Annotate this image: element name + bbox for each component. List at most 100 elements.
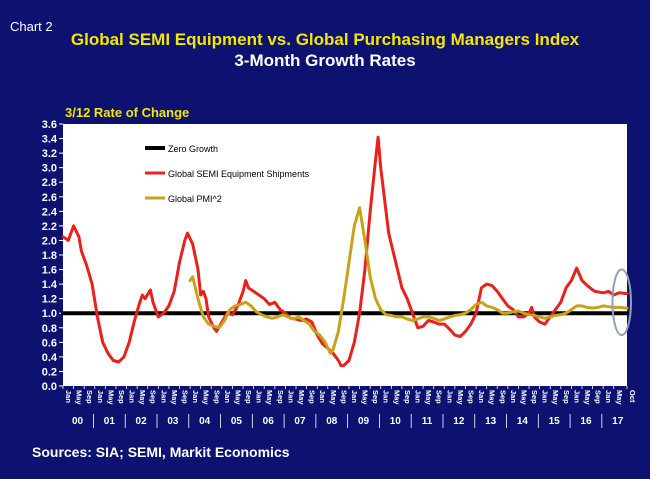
y-tick-label: 3.4 — [42, 134, 58, 146]
x-tick-label: May — [170, 390, 179, 405]
x-tick-label: May — [202, 390, 211, 405]
legend-label-zero: Zero Growth — [168, 144, 218, 154]
x-tick-label: Jan — [128, 390, 137, 403]
y-tick-label: 1.2 — [42, 294, 57, 306]
x-year-label: 12 — [453, 416, 465, 427]
chart-label: Chart 2 — [10, 19, 53, 34]
x-tick-label: May — [75, 390, 84, 405]
x-year-label: 17 — [612, 416, 624, 427]
y-tick-label: 2.0 — [42, 235, 57, 247]
y-tick-label: 1.0 — [42, 308, 57, 320]
x-tick-label: Jan — [509, 390, 518, 403]
y-tick-label: 0.2 — [42, 366, 57, 378]
x-tick-label: Sep — [85, 390, 94, 404]
x-tick-label: Jan — [96, 390, 105, 403]
y-tick-label: 1.6 — [42, 265, 57, 277]
x-tick-label: Sep — [276, 390, 285, 404]
x-tick-label: May — [106, 390, 115, 405]
x-year-label: 06 — [263, 416, 275, 427]
x-year-label: 04 — [199, 416, 211, 427]
legend-label-pmi: Global PMI^2 — [168, 194, 222, 204]
x-tick-label: Sep — [562, 390, 571, 404]
y-tick-label: 2.6 — [42, 192, 57, 204]
x-year-label: 03 — [167, 416, 179, 427]
x-tick-label: Jan — [286, 390, 295, 403]
x-tick-label: May — [138, 390, 147, 405]
x-tick-label: May — [233, 390, 242, 405]
x-tick-label: May — [329, 390, 338, 405]
x-year-label: 07 — [294, 416, 306, 427]
x-tick-label: Sep — [371, 390, 380, 404]
x-tick-label: Jan — [191, 390, 200, 403]
x-tick-label: May — [392, 390, 401, 405]
x-tick-label: Sep — [403, 390, 412, 404]
x-tick-label: Jan — [64, 390, 73, 403]
legend: Zero Growth Global SEMI Equipment Shipme… — [145, 144, 310, 204]
x-year-label: 10 — [390, 416, 402, 427]
legend-label-semi: Global SEMI Equipment Shipments — [168, 169, 310, 179]
x-tick-label: Jan — [477, 390, 486, 403]
y-tick-label: 1.8 — [42, 250, 57, 262]
x-year-label: 11 — [422, 416, 433, 427]
x-tick-label: Jan — [255, 390, 264, 403]
y-tick-label: 1.4 — [42, 279, 58, 291]
y-tick-label: 2.2 — [42, 221, 57, 233]
y-axis: 0.0 0.2 0.4 0.6 0.8 1.0 1.2 1.4 1.6 1.8 2.0 2.2 2.4 2… — [42, 119, 63, 393]
x-tick-label: May — [615, 390, 624, 405]
x-tick-label: Sep — [339, 390, 348, 404]
x-year-label: 02 — [136, 416, 148, 427]
x-tick-label: Jan — [572, 390, 581, 403]
x-tick-label: Jan — [382, 390, 391, 403]
x-tick-label: Sep — [498, 390, 507, 404]
plot-area — [63, 124, 627, 386]
x-tick-label: May — [551, 390, 560, 405]
x-tick-label: Jan — [541, 390, 550, 403]
x-tick-label: Oct — [628, 390, 637, 403]
x-year-label: 08 — [326, 416, 338, 427]
highlight-ellipse — [611, 268, 632, 337]
x-tick-label: Sep — [181, 390, 190, 404]
y-axis-label: 3/12 Rate of Change — [65, 105, 189, 120]
y-tick-label: 2.4 — [42, 206, 58, 218]
y-tick-label: 3.2 — [42, 148, 57, 160]
y-tick-label: 3.0 — [42, 163, 57, 175]
x-tick-label: May — [424, 390, 433, 405]
source-note: Sources: SIA; SEMI, Markit Economics — [32, 444, 290, 460]
chart-subtitle: 3-Month Growth Rates — [234, 51, 415, 70]
y-tick-label: 0.0 — [42, 381, 57, 393]
x-tick-label: May — [361, 390, 370, 405]
x-tick-label: Jan — [159, 390, 168, 403]
x-tick-label: May — [519, 390, 528, 405]
chart-title: Global SEMI Equipment vs. Global Purchas… — [71, 30, 580, 49]
x-tick-label: Sep — [244, 390, 253, 404]
x-tick-label: Sep — [117, 390, 126, 404]
y-tick-label: 2.8 — [42, 177, 57, 189]
x-tick-label: Sep — [594, 390, 603, 404]
x-tick-label: May — [456, 390, 465, 405]
x-tick-label: Jan — [350, 390, 359, 403]
annotation-layer — [611, 268, 632, 337]
x-year-label: 05 — [231, 416, 243, 427]
x-year-label: 16 — [580, 416, 592, 427]
x-year-label: 15 — [549, 416, 561, 427]
x-tick-label: Sep — [466, 390, 475, 404]
x-tick-label: Jan — [445, 390, 454, 403]
y-tick-label: 0.6 — [42, 337, 57, 349]
y-tick-label: 0.8 — [42, 323, 57, 335]
series-layer — [61, 135, 629, 368]
y-tick-label: 0.4 — [42, 352, 58, 364]
series-line — [188, 206, 629, 355]
x-year-label: 09 — [358, 416, 370, 427]
x-year-label: 01 — [104, 416, 116, 427]
x-tick-label: May — [265, 390, 274, 405]
x-tick-label: May — [297, 390, 306, 405]
x-year-label: 13 — [485, 416, 497, 427]
x-tick-label: Jan — [223, 390, 232, 403]
x-year-label: 14 — [517, 416, 529, 427]
x-tick-label: Sep — [530, 390, 539, 404]
x-tick-label: Sep — [435, 390, 444, 404]
x-tick-label: May — [583, 390, 592, 405]
x-year-label: 00 — [72, 416, 84, 427]
